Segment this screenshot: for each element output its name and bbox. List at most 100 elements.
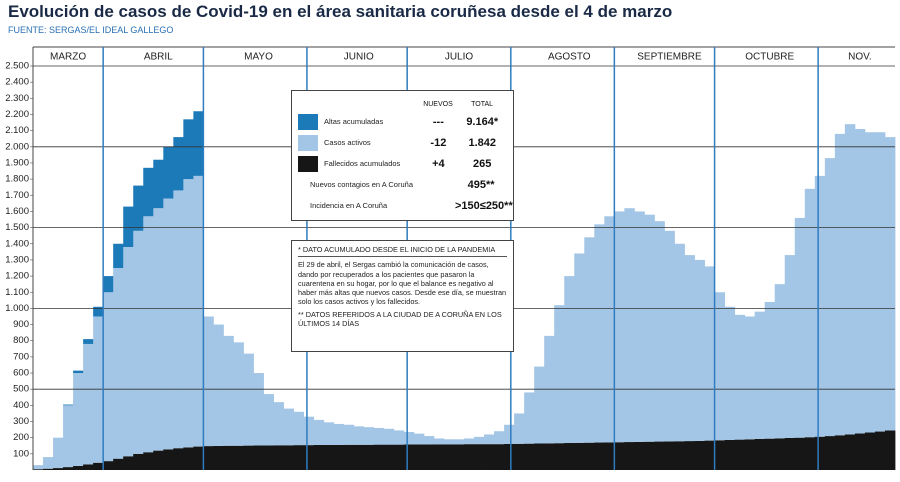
bar-segment (804, 437, 816, 470)
legend-swatch (298, 134, 318, 151)
bar-segment (93, 306, 104, 317)
bar-segment (283, 408, 295, 446)
bar-segment (644, 214, 655, 442)
bar-segment (484, 434, 495, 445)
bar-segment (63, 404, 74, 406)
bar-segment (544, 443, 555, 470)
bar-segment (63, 467, 74, 470)
bar-segment (674, 441, 685, 470)
bar-segment (614, 442, 625, 470)
bar-segment (383, 444, 395, 470)
bar-segment (163, 198, 174, 450)
bar-segment (283, 445, 295, 470)
month-label: JULIO (445, 52, 474, 63)
bar-segment (83, 464, 94, 470)
bar-segment (83, 339, 94, 344)
bar-segment (784, 438, 796, 470)
bar-segment (143, 216, 154, 453)
note-text: ** DATOS REFERIDOS A LA CIUDAD DE A CORU… (298, 309, 502, 329)
month-label: OCTUBRE (745, 52, 794, 63)
y-tick-label: 1.800 (5, 174, 29, 185)
month-label: MARZO (50, 52, 86, 63)
bar-segment (153, 450, 164, 470)
legend-total-value: 1.842 (468, 136, 496, 149)
bar-segment (714, 292, 726, 441)
bar-segment (183, 119, 194, 180)
bar-segment (844, 124, 856, 435)
y-tick-label: 1.500 (5, 222, 29, 233)
chart-title: Evolución de casos de Covid-19 en el áre… (8, 2, 673, 21)
bar-segment (614, 211, 625, 443)
bar-segment (564, 276, 575, 444)
bar-segment (794, 217, 806, 438)
bar-segment (504, 443, 515, 470)
y-tick-label: 600 (13, 368, 29, 379)
bar-segment (433, 444, 445, 470)
y-tick-label: 100 (13, 448, 29, 459)
bar-segment (413, 433, 425, 445)
month-label: MAYO (244, 52, 273, 63)
bar-segment (323, 444, 335, 470)
bar-segment (634, 441, 645, 470)
bar-segment (343, 424, 355, 445)
bar-segment (453, 439, 465, 445)
bar-segment (664, 230, 675, 442)
bar-segment (864, 432, 876, 470)
bar-segment (604, 216, 615, 443)
bar-segment (834, 133, 846, 436)
bar-segment (634, 211, 645, 442)
bar-segment (293, 411, 305, 446)
bar-segment (814, 175, 826, 437)
bar-segment (273, 445, 284, 470)
bar-segment (33, 465, 44, 470)
y-tick-label: 1.700 (5, 190, 29, 201)
bar-segment (93, 462, 104, 470)
bar-segment (113, 458, 124, 470)
y-tick-label: 2.400 (5, 77, 29, 88)
bar-segment (704, 266, 715, 441)
chart-subtitle: FUENTE: SERGAS/EL IDEAL GALLEGO (8, 25, 174, 35)
bar-segment (584, 237, 595, 443)
bar-segment (303, 445, 315, 470)
bar-segment (53, 437, 64, 469)
bar-segment (774, 284, 786, 439)
bar-segment (33, 469, 44, 470)
bar-segment (63, 405, 74, 468)
y-tick-label: 1.900 (5, 157, 29, 168)
bar-segment (674, 243, 685, 442)
month-label: NOV. (848, 52, 872, 63)
bar-segment (504, 424, 515, 444)
bar-segment (594, 224, 605, 443)
bar-segment (263, 394, 274, 446)
bar-segment (784, 255, 796, 439)
bar-segment (684, 441, 695, 470)
bar-segment (644, 441, 655, 470)
y-tick-label: 700 (13, 351, 29, 362)
month-label: SEPTIEMBRE (637, 52, 702, 63)
bar-segment (654, 221, 665, 442)
bar-segment (143, 452, 154, 470)
bar-segment (363, 444, 375, 470)
bar-segment (173, 137, 184, 191)
bar-segment (654, 441, 665, 470)
bar-segment (373, 427, 385, 445)
bar-segment (403, 444, 415, 470)
bar-segment (183, 179, 194, 448)
legend-label: Altas acumuladas (324, 117, 384, 126)
legend: NUEVOS TOTAL Altas acumuladas --- 9.164* Caso… (291, 90, 514, 221)
bar-segment (413, 444, 425, 470)
bar-segment (213, 324, 224, 446)
bar-segment (293, 445, 305, 470)
y-tick-label: 2.300 (5, 93, 29, 104)
summary-row: Incidencia en A Coruña >150≤250** (298, 195, 513, 216)
y-tick-label: 300 (13, 416, 29, 427)
bar-segment (554, 305, 565, 444)
bar-segment (83, 343, 94, 465)
bar-segment (574, 442, 585, 470)
bar-segment (834, 435, 846, 470)
bar-segment (453, 444, 465, 470)
bar-segment (474, 444, 485, 470)
bar-segment (133, 185, 144, 231)
bar-segment (844, 434, 856, 470)
notes-box: * DATO ACUMULADO DESDE EL INICIO DE LA P… (291, 240, 514, 352)
